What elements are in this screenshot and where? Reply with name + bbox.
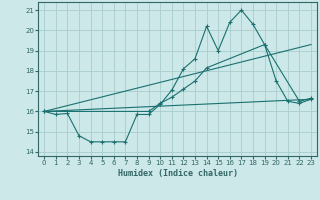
X-axis label: Humidex (Indice chaleur): Humidex (Indice chaleur): [118, 169, 238, 178]
